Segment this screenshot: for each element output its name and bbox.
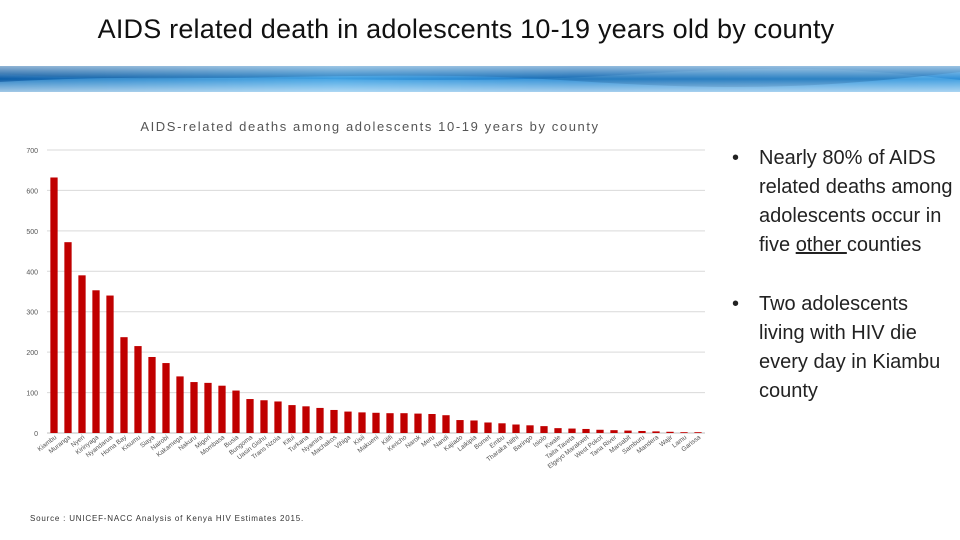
y-tick-label: 600: [26, 188, 38, 195]
x-category-label: Vihiga: [334, 434, 353, 451]
bar-west-pokot: [596, 429, 604, 433]
bar-nandi: [442, 415, 450, 433]
y-tick-label: 200: [26, 350, 38, 357]
bar-baringo: [526, 425, 534, 433]
y-tick-label: 300: [26, 310, 38, 317]
y-tick-label: 400: [26, 269, 38, 276]
bar-trans-nzoia: [274, 401, 282, 433]
bar-meru: [428, 414, 436, 433]
underlined-word: other: [795, 234, 847, 256]
y-tick-label: 700: [26, 148, 38, 155]
bar-nairobi: [162, 363, 170, 433]
bar-kakamega: [176, 376, 184, 433]
x-axis-category-labels: KiambuMurangaNyeriKirinyagaNyandaruaHoma…: [37, 434, 703, 471]
bar-samburu: [638, 430, 646, 433]
bar-siaya: [148, 356, 156, 433]
y-tick-label: 500: [26, 229, 38, 236]
bar-kisumu: [134, 346, 142, 433]
bar-machakos: [330, 409, 338, 433]
bar-mandera: [652, 431, 660, 433]
x-category-label: Narok: [404, 434, 423, 451]
bar-kilifi: [386, 413, 394, 433]
bar-busia: [232, 390, 240, 433]
bar-kwale: [554, 428, 562, 433]
bullet-point-1: • Nearly 80% of AIDS related deaths amon…: [732, 144, 954, 260]
bar-taita-taveta: [568, 428, 576, 433]
bar-tana-river: [610, 430, 618, 433]
bullet-dot: •: [732, 293, 740, 315]
key-points: • Nearly 80% of AIDS related deaths amon…: [732, 144, 954, 406]
bar-laikipia: [470, 420, 478, 433]
chart-title: AIDS-related deaths among adolescents 10…: [140, 119, 600, 134]
bar-homa-bay: [120, 337, 128, 433]
bullet-point-2: • Two adolescents living with HIV die ev…: [732, 290, 954, 406]
bar-lamu: [680, 432, 688, 433]
source-note: Source : UNICEF-NACC Analysis of Kenya H…: [30, 514, 305, 523]
bar-kajiado: [456, 420, 464, 433]
bar-makueni: [372, 412, 380, 433]
bar-chart: 0 100 200 300 400 500 600 700 KiambuMurangaNyer…: [26, 148, 705, 471]
slide-title: AIDS related death in adolescents 10-19 …: [97, 14, 835, 44]
bar-narok: [414, 413, 422, 433]
bar-bungoma: [246, 399, 254, 433]
bar-nyeri: [78, 275, 86, 433]
bullet-text-2: Two adolescents living with HIV die ever…: [759, 293, 941, 402]
bar-kericho: [400, 413, 408, 433]
bar-nyamira: [316, 407, 324, 433]
bar-vihiga: [344, 411, 352, 433]
bar-marsabit: [624, 430, 632, 433]
bar-embu: [498, 423, 506, 433]
bullet-dot: •: [732, 147, 740, 169]
bullet-text-1-end: counties: [846, 234, 922, 256]
bar-nyandarua: [106, 295, 114, 433]
bar-kiambu: [50, 177, 58, 433]
y-axis-tick-labels: 0 100 200 300 400 500 600 700: [26, 148, 38, 438]
bars: [50, 177, 702, 433]
bar-uasin-gishu: [260, 400, 268, 433]
bar-kitui: [288, 405, 296, 433]
decorative-banner: [0, 66, 960, 92]
y-tick-label: 0: [34, 431, 38, 438]
bar-kisii: [358, 412, 366, 433]
bar-garissa: [694, 432, 702, 433]
bar-isiolo: [540, 426, 548, 433]
gridlines: [47, 149, 705, 434]
bar-tharaka-nithi: [512, 424, 520, 433]
bar-muranga: [64, 242, 72, 433]
bullet-text-1: Nearly 80% of AIDS related deaths among …: [759, 147, 953, 256]
bar-wajir: [666, 431, 674, 433]
bar-turkana: [302, 406, 310, 433]
bar-nakuru: [190, 382, 198, 433]
y-tick-label: 100: [26, 391, 38, 398]
bar-kirinyaga: [92, 290, 100, 433]
bar-bomet: [484, 422, 492, 433]
bar-mombasa: [218, 385, 226, 433]
bar-elgeyo-marakwet: [582, 428, 590, 433]
bar-migori: [204, 382, 212, 433]
